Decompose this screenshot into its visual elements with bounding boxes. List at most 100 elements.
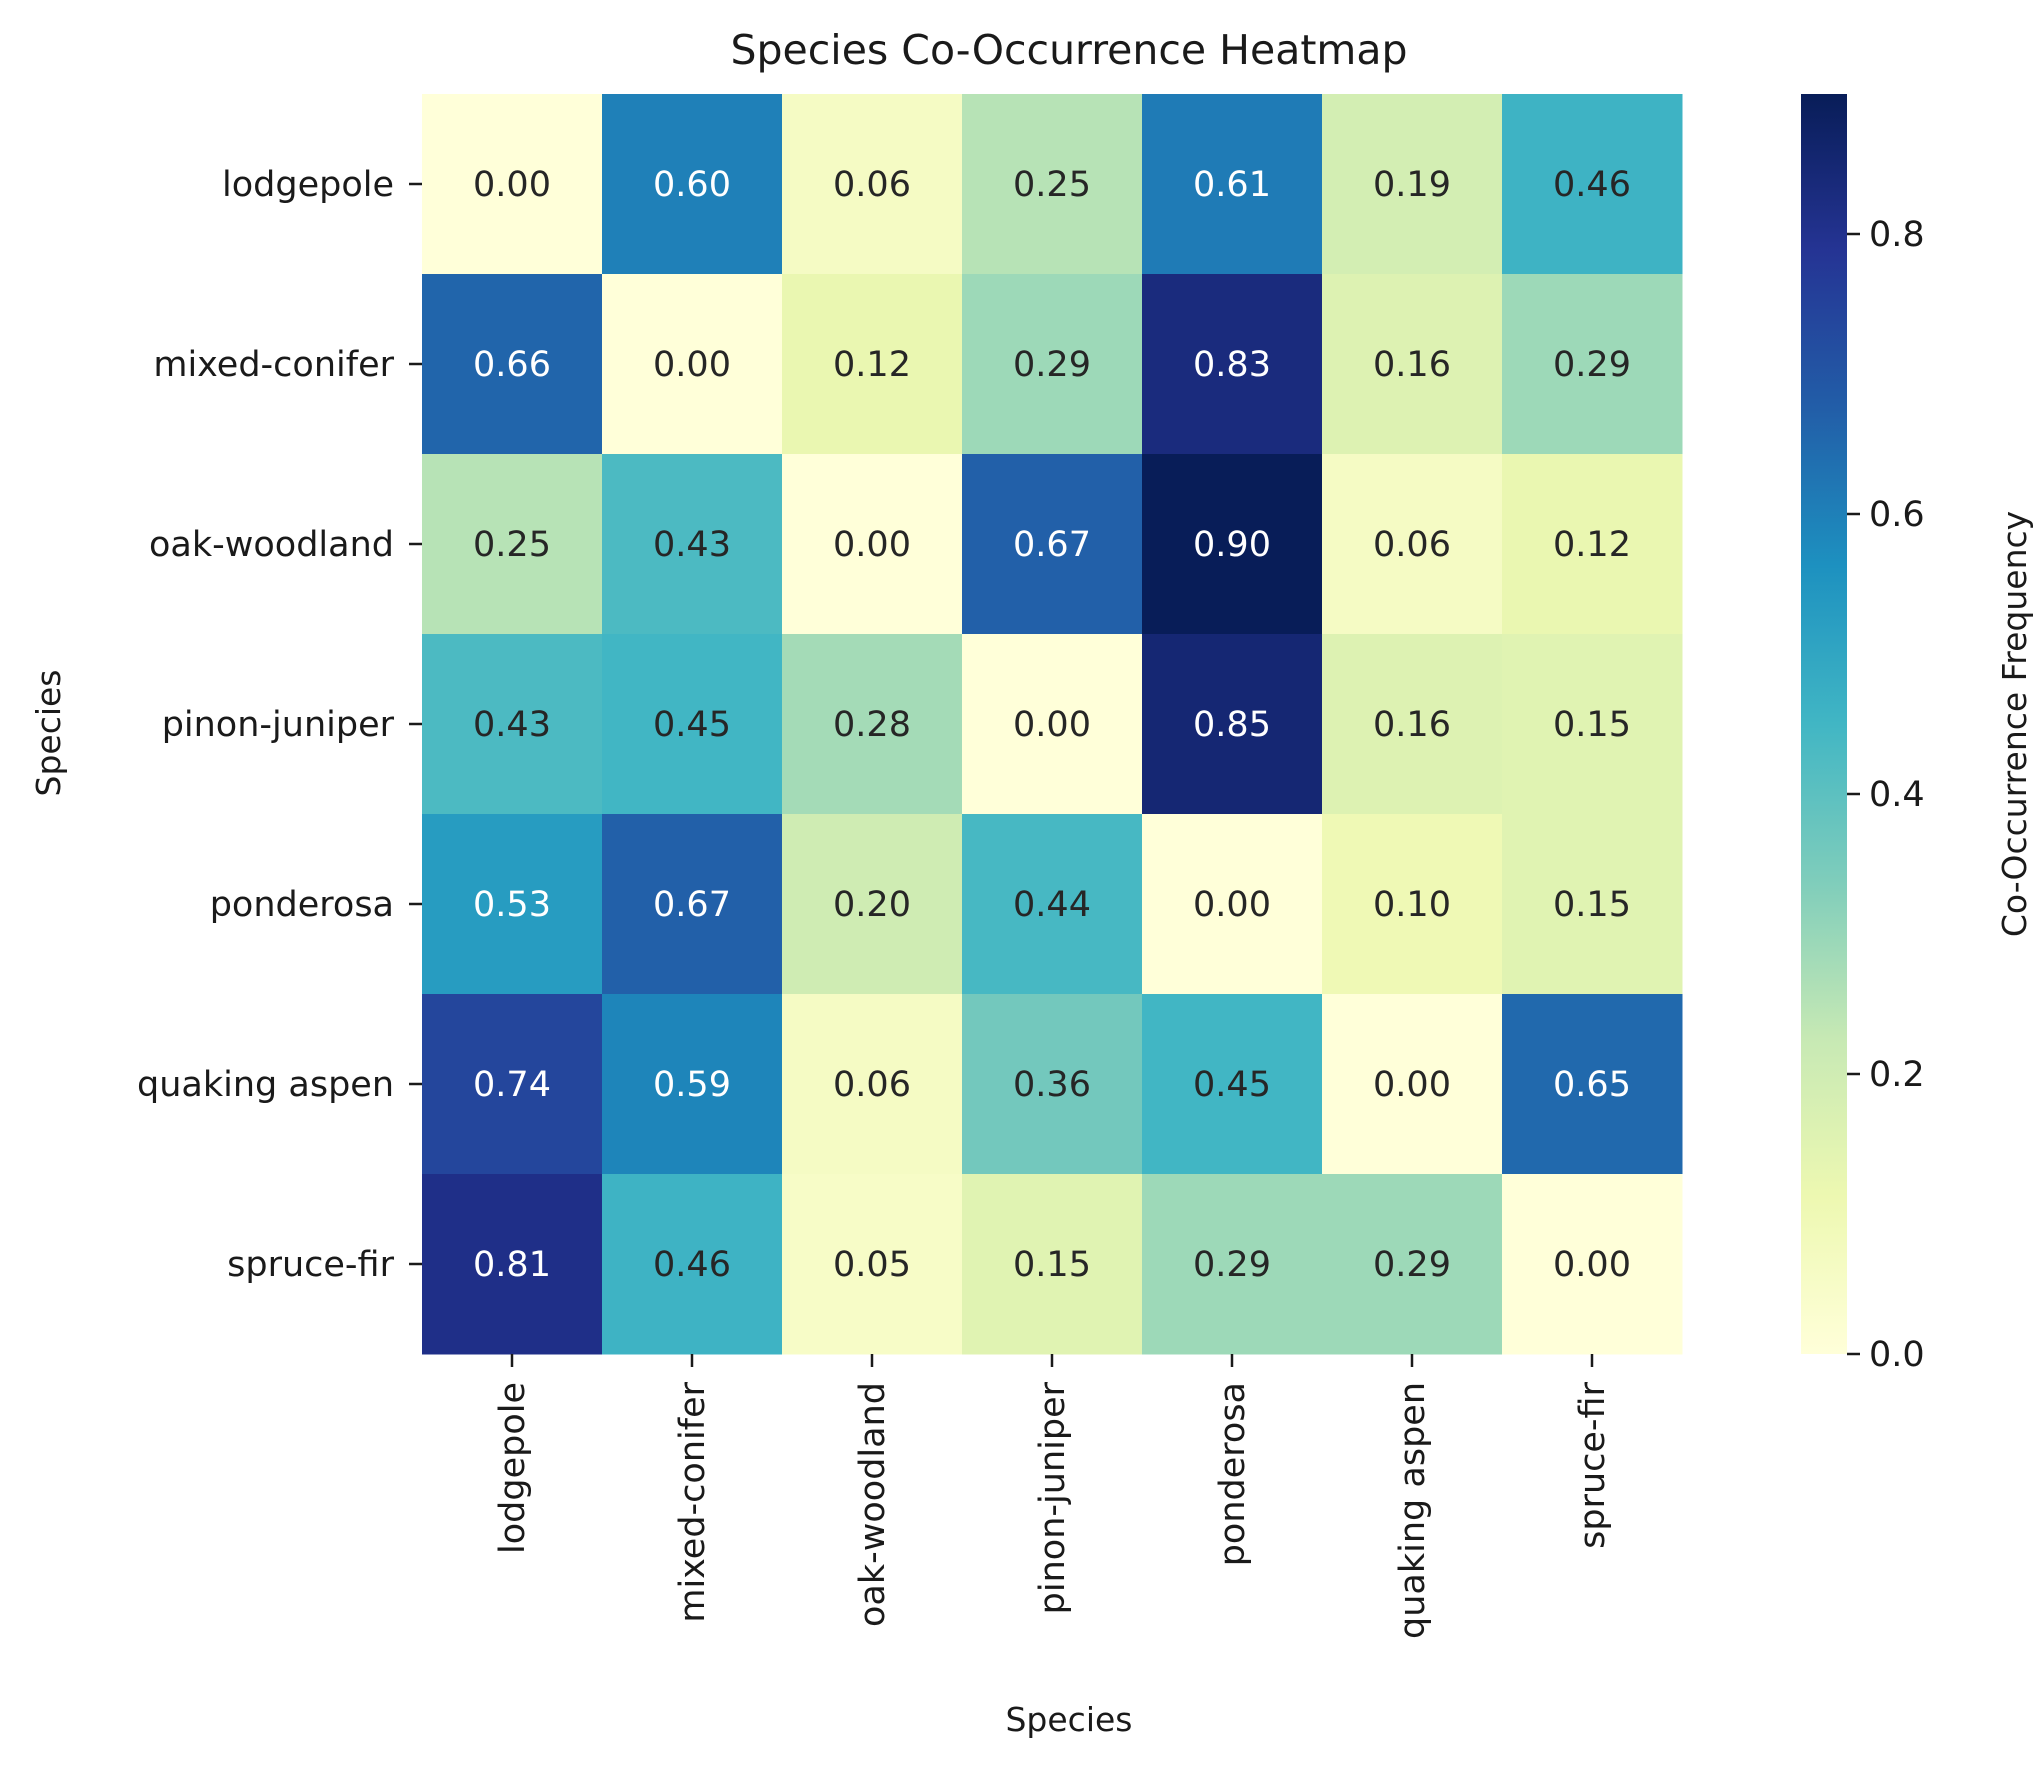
cell-value-label-r0-c6: 0.46 [1553, 165, 1631, 205]
y-tick-label-4: ponderosa [210, 885, 394, 925]
heatmap-cell-r0-c2 [782, 94, 963, 275]
y-tick-label-1: mixed-conifer [153, 345, 394, 385]
x-tick-label-0: lodgepole [493, 1382, 533, 1554]
cell-value-label-r3-c4: 0.85 [1193, 705, 1271, 745]
heatmap-cell-r3-c4 [1142, 634, 1323, 815]
heatmap-cell-r4-c6 [1502, 814, 1683, 995]
heatmap-cell-r4-c0 [422, 814, 603, 995]
heatmap-cell-r3-c3 [962, 634, 1143, 815]
heatmap-cell-r1-c5 [1322, 274, 1503, 455]
heatmap-cell-r3-c5 [1322, 634, 1503, 815]
cell-value-label-r2-c2: 0.00 [833, 525, 911, 565]
heatmap-cell-r6-c0 [422, 1174, 603, 1355]
x-tick-label-3: pinon-juniper [1033, 1381, 1073, 1614]
cell-value-label-r5-c4: 0.45 [1193, 1065, 1271, 1105]
heatmap-cell-r1-c1 [602, 274, 783, 455]
y-axis: lodgepole mixed-conifer oak-woodland pinon-… [137, 165, 422, 1285]
heatmap-cell-r0-c3 [962, 94, 1143, 275]
cell-value-label-r2-c1: 0.43 [653, 525, 731, 565]
cell-value-label-r1-c5: 0.16 [1373, 345, 1451, 385]
heatmap-cell-r0-c6 [1502, 94, 1683, 275]
colorbar-tick-label-4: 0.8 [1869, 215, 1925, 255]
heatmap-cell-r1-c0 [422, 274, 603, 455]
cell-value-label-r5-c1: 0.59 [653, 1065, 731, 1105]
cell-value-label-r3-c0: 0.43 [473, 705, 551, 745]
x-tick-label-2: oak-woodland [853, 1382, 893, 1627]
cell-value-label-r6-c6: 0.00 [1553, 1245, 1631, 1285]
cell-value-label-r6-c1: 0.46 [653, 1245, 731, 1285]
heatmap-cell-r5-c1 [602, 994, 783, 1175]
heatmap-cell-r6-c2 [782, 1174, 963, 1355]
heatmap-cell-r0-c5 [1322, 94, 1503, 275]
heatmap-cell-r2-c5 [1322, 454, 1503, 635]
cell-value-label-r5-c5: 0.00 [1373, 1065, 1451, 1105]
cell-value-label-r6-c2: 0.05 [833, 1245, 911, 1285]
heatmap-cell-r2-c6 [1502, 454, 1683, 635]
cell-value-label-r2-c3: 0.67 [1013, 525, 1091, 565]
heatmap-cell-r5-c5 [1322, 994, 1503, 1175]
colorbar-tick-label-0: 0.0 [1869, 1335, 1925, 1375]
y-tick-label-0: lodgepole [222, 165, 394, 205]
cell-value-label-r2-c0: 0.25 [473, 525, 551, 565]
cell-value-label-r1-c1: 0.00 [653, 345, 731, 385]
heatmap-cell-r2-c0 [422, 454, 603, 635]
colorbar-tick-label-2: 0.4 [1869, 775, 1925, 815]
y-tick-label-3: pinon-juniper [162, 705, 395, 745]
cell-value-label-r6-c3: 0.15 [1013, 1245, 1091, 1285]
x-axis: lodgepole mixed-conifer oak-woodland pinon-… [493, 1354, 1613, 1639]
cell-value-label-r5-c0: 0.74 [473, 1065, 551, 1105]
cell-value-label-r0-c4: 0.61 [1193, 165, 1271, 205]
heatmap-cell-r4-c5 [1322, 814, 1503, 995]
cell-value-label-r5-c6: 0.65 [1553, 1065, 1631, 1105]
cell-value-label-r3-c1: 0.45 [653, 705, 731, 745]
heatmap-cell-r2-c4 [1142, 454, 1323, 635]
cell-value-label-r6-c5: 0.29 [1373, 1245, 1451, 1285]
cell-value-label-r4-c4: 0.00 [1193, 885, 1271, 925]
heatmap-cell-r5-c2 [782, 994, 963, 1175]
cell-value-label-r6-c4: 0.29 [1193, 1245, 1271, 1285]
heatmap-cell-r5-c0 [422, 994, 603, 1175]
x-tick-label-1: mixed-conifer [673, 1381, 713, 1622]
x-axis-label: Species [1005, 1700, 1132, 1739]
heatmap-cell-r6-c4 [1142, 1174, 1323, 1355]
x-tick-label-6: spruce-fir [1573, 1381, 1613, 1548]
heatmap-cell-r4-c1 [602, 814, 783, 995]
cell-value-label-r1-c4: 0.83 [1193, 345, 1271, 385]
heatmap-cell-r3-c6 [1502, 634, 1683, 815]
colorbar-axis: 0.0 0.2 0.4 0.6 0.8 [1847, 215, 1925, 1375]
heatmap-cell-r0-c0 [422, 94, 603, 275]
cell-value-label-r1-c0: 0.66 [473, 345, 551, 385]
cell-value-label-r3-c5: 0.16 [1373, 705, 1451, 745]
heatmap-cell-r4-c3 [962, 814, 1143, 995]
cell-value-label-r0-c3: 0.25 [1013, 165, 1091, 205]
heatmap-cell-r3-c1 [602, 634, 783, 815]
y-tick-label-2: oak-woodland [149, 525, 394, 565]
colorbar-tick-label-1: 0.2 [1869, 1055, 1925, 1095]
heatmap-cell-labels: 0.00 0.60 0.06 0.25 0.61 0.19 0.46 0.66 0.00 0.12… [473, 165, 1631, 1285]
colorbar-tick-label-3: 0.6 [1869, 495, 1925, 535]
cell-value-label-r4-c6: 0.15 [1553, 885, 1631, 925]
cell-value-label-r3-c6: 0.15 [1553, 705, 1631, 745]
cell-value-label-r3-c2: 0.28 [833, 705, 911, 745]
cell-value-label-r3-c3: 0.00 [1013, 705, 1091, 745]
heatmap-cell-r5-c6 [1502, 994, 1683, 1175]
heatmap-cell-r6-c6 [1502, 1174, 1683, 1355]
cell-value-label-r0-c5: 0.19 [1373, 165, 1451, 205]
heatmap-cell-r1-c2 [782, 274, 963, 455]
heatmap-cell-r1-c4 [1142, 274, 1323, 455]
cell-value-label-r5-c3: 0.36 [1013, 1065, 1091, 1105]
cell-value-label-r1-c6: 0.29 [1553, 345, 1631, 385]
cell-value-label-r5-c2: 0.06 [833, 1065, 911, 1105]
chart-title: Species Co-Occurrence Heatmap [730, 26, 1407, 74]
cell-value-label-r2-c6: 0.12 [1553, 525, 1631, 565]
cell-value-label-r6-c0: 0.81 [473, 1245, 551, 1285]
heatmap-cell-r2-c2 [782, 454, 963, 635]
y-tick-label-5: quaking aspen [137, 1065, 394, 1105]
cell-value-label-r4-c0: 0.53 [473, 885, 551, 925]
x-tick-label-4: ponderosa [1213, 1382, 1253, 1566]
cell-value-label-r2-c5: 0.06 [1373, 525, 1451, 565]
cell-value-label-r0-c0: 0.00 [473, 165, 551, 205]
heatmap-cells [422, 94, 1683, 1355]
cell-value-label-r4-c5: 0.10 [1373, 885, 1451, 925]
